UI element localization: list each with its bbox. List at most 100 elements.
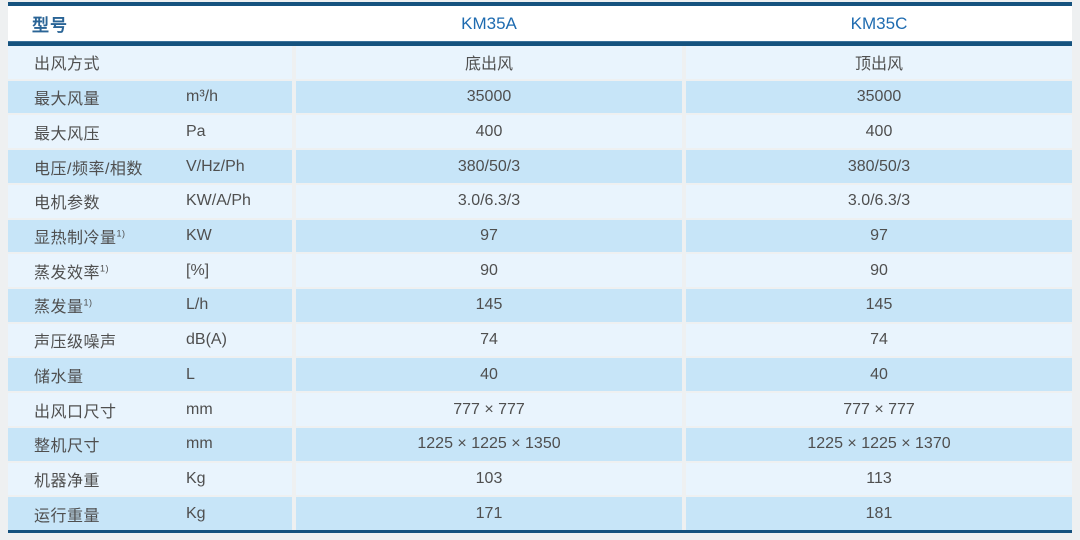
param-unit: V/Hz/Ph bbox=[186, 157, 245, 175]
row-label-cell: 最大风量 m³/h bbox=[8, 80, 292, 114]
km35c-value: 97 bbox=[686, 219, 1072, 253]
param-name: 蒸发量1) bbox=[34, 293, 93, 317]
km35a-value: 3.0/6.3/3 bbox=[296, 184, 682, 218]
param-name-text: 出风方式 bbox=[34, 56, 101, 74]
table-top-rule bbox=[8, 2, 1072, 6]
km35a-value: 35000 bbox=[296, 80, 682, 114]
table-row: 电压/频率/相数 V/Hz/Ph 380/50/3 380/50/3 bbox=[8, 150, 1072, 183]
km35c-value: 3.0/6.3/3 bbox=[686, 184, 1072, 218]
param-name: 出风方式 bbox=[34, 50, 100, 74]
table-bottom-rule bbox=[8, 530, 1072, 533]
row-label-cell: 出风方式 bbox=[8, 46, 292, 79]
table-row: 声压级噪声 dB(A) 74 74 bbox=[8, 323, 1072, 357]
table-row: 整机尺寸 mm 1225 × 1225 × 1350 1225 × 1225 × 13… bbox=[8, 427, 1072, 461]
param-footnote-marker: 1) bbox=[83, 298, 93, 309]
row-label-cell: 蒸发效率1) [%] bbox=[8, 254, 292, 288]
header-column-km35a: KM35A bbox=[461, 13, 517, 33]
param-name-text: 电机参数 bbox=[34, 195, 101, 213]
row-label-cell: 蒸发量1) L/h bbox=[8, 289, 292, 322]
km35a-value: 380/50/3 bbox=[296, 150, 682, 183]
param-unit: Kg bbox=[186, 469, 206, 487]
table-row: 出风口尺寸 mm 777 × 777 777 × 777 bbox=[8, 393, 1072, 426]
param-name-text: 最大风量 bbox=[34, 91, 101, 109]
km35a-value: 145 bbox=[296, 289, 682, 322]
param-name-text: 整机尺寸 bbox=[34, 438, 101, 456]
km35a-value: 40 bbox=[296, 358, 682, 392]
param-unit: L/h bbox=[186, 296, 209, 314]
param-name: 显热制冷量1) bbox=[34, 224, 126, 248]
km35c-value: 113 bbox=[686, 462, 1072, 496]
km35a-value: 777 × 777 bbox=[296, 393, 682, 426]
param-name: 整机尺寸 bbox=[34, 432, 100, 456]
km35c-value: 181 bbox=[686, 497, 1072, 531]
row-label-cell: 储水量 L bbox=[8, 358, 292, 392]
row-label-cell: 整机尺寸 mm bbox=[8, 427, 292, 461]
table-row: 电机参数 KW/A/Ph 3.0/6.3/3 3.0/6.3/3 bbox=[8, 184, 1072, 218]
param-footnote-marker: 1) bbox=[100, 263, 110, 274]
param-name: 蒸发效率1) bbox=[34, 259, 109, 283]
table-row: 显热制冷量1) KW 97 97 bbox=[8, 219, 1072, 253]
km35a-value: 1225 × 1225 × 1350 bbox=[296, 427, 682, 461]
km35a-value: 底出风 bbox=[296, 46, 682, 79]
param-name: 电机参数 bbox=[34, 189, 100, 213]
table-row: 出风方式 底出风 顶出风 bbox=[8, 46, 1072, 79]
km35c-value: 145 bbox=[686, 289, 1072, 322]
param-name-text: 声压级噪声 bbox=[34, 334, 117, 352]
param-name: 出风口尺寸 bbox=[34, 398, 117, 422]
param-name-text: 出风口尺寸 bbox=[34, 403, 117, 421]
km35a-value: 74 bbox=[296, 323, 682, 357]
param-name-text: 运行重量 bbox=[34, 507, 101, 525]
param-unit: [%] bbox=[186, 261, 210, 279]
table-row: 运行重量 Kg 171 181 bbox=[8, 497, 1072, 531]
table-row: 蒸发效率1) [%] 90 90 bbox=[8, 254, 1072, 288]
param-name: 声压级噪声 bbox=[34, 328, 117, 352]
param-name-text: 储水量 bbox=[34, 368, 84, 386]
param-unit: Kg bbox=[186, 504, 206, 522]
km35c-value: 40 bbox=[686, 358, 1072, 392]
row-label-cell: 电压/频率/相数 V/Hz/Ph bbox=[8, 150, 292, 183]
param-unit: KW/A/Ph bbox=[186, 192, 251, 210]
param-name: 机器净重 bbox=[34, 467, 100, 491]
km35a-value: 103 bbox=[296, 462, 682, 496]
km35c-value: 380/50/3 bbox=[686, 150, 1072, 183]
param-unit: Pa bbox=[186, 122, 206, 140]
param-name-text: 机器净重 bbox=[34, 472, 101, 490]
km35a-value: 90 bbox=[296, 254, 682, 288]
param-name: 电压/频率/相数 bbox=[34, 155, 143, 179]
table-body: 出风方式 底出风 顶出风最大风量 m³/h 35000 35000 最大风压 Pa 400 400… bbox=[8, 46, 1072, 531]
row-label-cell: 电机参数 KW/A/Ph bbox=[8, 184, 292, 218]
km35c-value: 1225 × 1225 × 1370 bbox=[686, 427, 1072, 461]
km35c-value: 74 bbox=[686, 323, 1072, 357]
row-label-cell: 声压级噪声 dB(A) bbox=[8, 323, 292, 357]
km35a-value: 400 bbox=[296, 115, 682, 149]
param-name-text: 蒸发效率 bbox=[34, 264, 101, 282]
km35c-value: 400 bbox=[686, 115, 1072, 149]
param-unit: mm bbox=[186, 400, 213, 418]
km35c-value: 777 × 777 bbox=[686, 393, 1072, 426]
row-label-cell: 运行重量 Kg bbox=[8, 497, 292, 531]
km35a-value: 171 bbox=[296, 497, 682, 531]
param-unit: m³/h bbox=[186, 88, 218, 106]
km35c-value: 90 bbox=[686, 254, 1072, 288]
row-label-cell: 显热制冷量1) KW bbox=[8, 219, 292, 253]
table-row: 机器净重 Kg 103 113 bbox=[8, 462, 1072, 496]
km35c-value: 顶出风 bbox=[686, 46, 1072, 79]
header-model-label: 型号 bbox=[32, 16, 68, 35]
km35c-value: 35000 bbox=[686, 80, 1072, 114]
table-row: 最大风压 Pa 400 400 bbox=[8, 115, 1072, 149]
param-name-text: 显热制冷量 bbox=[34, 229, 117, 247]
header-column-km35c: KM35C bbox=[850, 13, 908, 33]
table-row: 最大风量 m³/h 35000 35000 bbox=[8, 80, 1072, 114]
km35a-value: 97 bbox=[296, 219, 682, 253]
param-footnote-marker: 1) bbox=[116, 228, 126, 239]
param-name: 储水量 bbox=[34, 363, 84, 387]
param-unit: mm bbox=[186, 435, 213, 453]
param-name: 最大风压 bbox=[34, 120, 100, 144]
table-header-rule bbox=[8, 41, 1072, 46]
row-label-cell: 最大风压 Pa bbox=[8, 115, 292, 149]
table-header-row: 型号 KM35A KM35C bbox=[8, 6, 1072, 41]
param-name-text: 蒸发量 bbox=[34, 299, 84, 317]
param-name-text: 最大风压 bbox=[34, 125, 101, 143]
table-row: 蒸发量1) L/h 145 145 bbox=[8, 289, 1072, 322]
